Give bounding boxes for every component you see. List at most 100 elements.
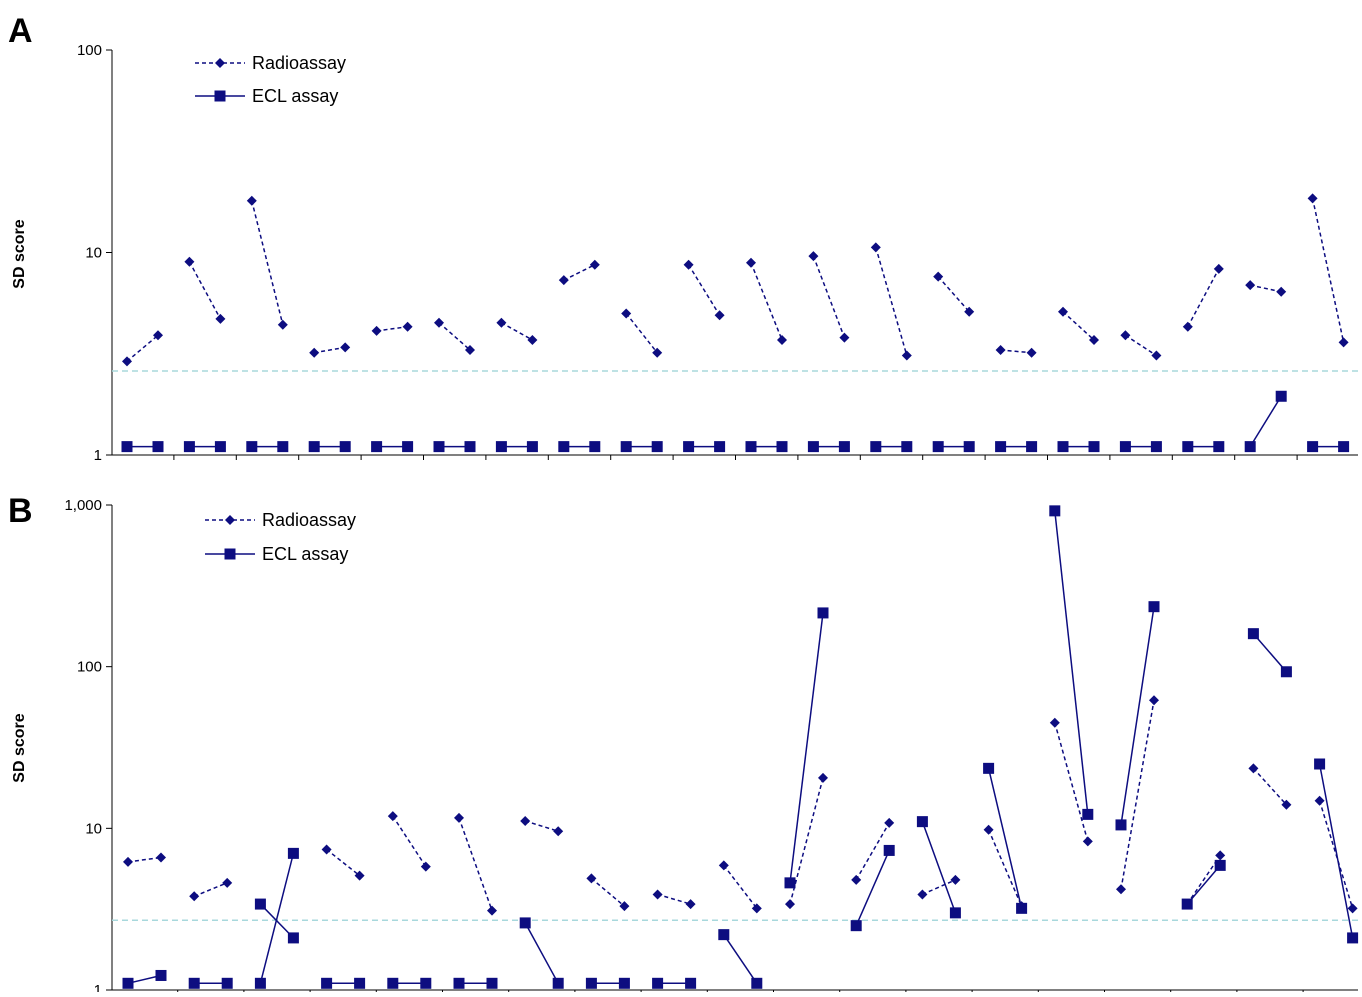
data-point (155, 969, 167, 981)
pair-line (855, 850, 890, 926)
data-point (714, 441, 726, 453)
data-point (123, 856, 133, 867)
data-point (808, 251, 819, 262)
data-point (901, 350, 912, 361)
legend-item: Radioassay (205, 510, 356, 530)
y-tick-label: 1 (94, 982, 102, 992)
series-radioassay (122, 193, 1349, 367)
panel-label-a: A (8, 12, 33, 50)
data-point (1089, 334, 1099, 345)
data-point (652, 977, 664, 989)
data-point (1119, 441, 1131, 453)
data-point (818, 772, 828, 783)
data-point (870, 441, 882, 453)
data-point (433, 441, 445, 453)
data-point (839, 332, 850, 343)
pair-line (590, 877, 625, 907)
data-point (619, 901, 630, 912)
data-point (121, 441, 133, 453)
data-point (964, 306, 975, 317)
data-point (1213, 441, 1225, 453)
pair-line (458, 817, 493, 911)
data-point (420, 861, 431, 872)
data-point (685, 899, 696, 910)
data-point (402, 321, 413, 332)
pair-line (563, 264, 596, 281)
data-point (585, 977, 597, 989)
y-axis-title-a: SD score (11, 219, 28, 288)
data-point (1314, 795, 1325, 806)
data-point (486, 977, 498, 989)
pair-line (723, 934, 758, 984)
data-point (420, 977, 432, 989)
pair-line (1318, 763, 1354, 939)
pair-line (326, 848, 361, 877)
data-point (434, 317, 444, 328)
pair-line (687, 264, 721, 316)
pair-line (723, 864, 758, 909)
data-point (718, 929, 730, 941)
data-point (520, 816, 531, 827)
data-point (883, 844, 895, 856)
series-ecl-assay (121, 390, 1350, 453)
data-point (387, 977, 399, 989)
legend-marker (214, 90, 226, 102)
data-point (1244, 441, 1256, 453)
data-point (1088, 441, 1100, 453)
data-point (1347, 932, 1359, 944)
data-point (983, 824, 994, 835)
data-point (1338, 337, 1349, 348)
pair-line (259, 903, 294, 939)
data-point (183, 441, 195, 453)
data-point (1148, 601, 1160, 613)
data-point (156, 852, 166, 863)
pair-line (1062, 311, 1095, 341)
pair-line (750, 262, 783, 341)
data-point (1120, 330, 1131, 341)
data-point (932, 441, 944, 453)
data-point (683, 441, 695, 453)
data-point (495, 441, 507, 453)
pair-line (1000, 349, 1032, 354)
data-point (1049, 505, 1061, 517)
data-point (1026, 441, 1038, 453)
data-point (1115, 819, 1127, 831)
data-point (1026, 347, 1037, 358)
pair-line (438, 322, 471, 351)
data-point (1058, 306, 1068, 317)
data-point (277, 319, 288, 330)
pair-line (392, 815, 427, 867)
data-point (122, 977, 134, 989)
data-point (745, 441, 757, 453)
legend-item: ECL assay (205, 544, 348, 564)
data-point (1338, 441, 1350, 453)
data-point (718, 860, 729, 871)
series-extra (254, 898, 299, 944)
pair-line (812, 255, 846, 338)
data-point (402, 441, 414, 453)
data-point (465, 345, 475, 356)
data-point (339, 441, 351, 453)
y-tick-label: 1 (94, 447, 102, 464)
pair-line (193, 882, 228, 897)
y-tick-label: 100 (77, 659, 102, 676)
data-point (387, 811, 398, 822)
legend-label: Radioassay (252, 53, 346, 73)
data-point (1307, 441, 1319, 453)
data-point (1281, 799, 1292, 810)
pair-line (922, 879, 956, 896)
data-point (454, 812, 464, 823)
pair-line (1187, 268, 1220, 328)
legend-label: ECL assay (252, 86, 338, 106)
pair-line (126, 334, 159, 362)
data-point (184, 256, 195, 267)
data-point (777, 334, 787, 345)
pair-line (1054, 722, 1089, 842)
data-point (838, 441, 850, 453)
pair-line (875, 247, 908, 356)
legend-marker (224, 548, 236, 560)
data-point (589, 259, 600, 270)
pair-line (1186, 864, 1221, 905)
data-point (153, 330, 163, 341)
data-point (1182, 321, 1193, 332)
